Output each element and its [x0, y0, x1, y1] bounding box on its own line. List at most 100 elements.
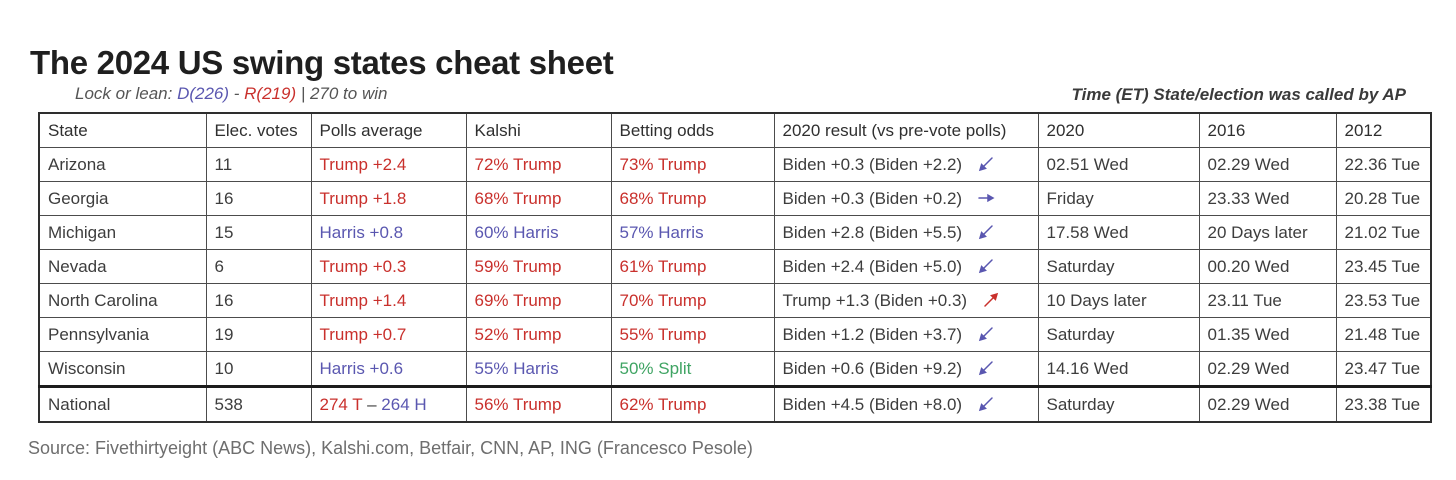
cell-called-2016: 00.20 Wed — [1198, 249, 1337, 284]
2020-result-text: Biden +2.4 (Biden +5.0) — [782, 257, 963, 276]
cell-called-2016: 20 Days later — [1198, 215, 1337, 250]
cell-2020-result: Biden +0.6 (Biden +9.2) — [773, 351, 1039, 387]
table-row-national: National 538 274 T – 264 H 56% Trump 62% Tru… — [38, 385, 1432, 423]
2020-result-text: Biden +0.6 (Biden +9.2) — [782, 359, 963, 378]
value-text: 69% Trump — [474, 290, 562, 310]
cell-2020-result: Trump +1.3 (Biden +0.3) — [773, 283, 1039, 318]
cell-called-2012: 23.53 Tue — [1335, 283, 1432, 318]
cell-betting-odds: 57% Harris — [610, 215, 775, 250]
swing-states-table: State Elec. votes Polls average Kalshi B… — [38, 112, 1432, 423]
value-text: Harris +0.8 — [319, 222, 404, 242]
cell-state: Nevada — [38, 249, 207, 284]
value-text: 68% Trump — [474, 188, 562, 208]
table-row-arizona: Arizona 11 Trump +2.4 72% Trump 73% Trump Bid… — [38, 147, 1432, 182]
cell-2020-result: Biden +1.2 (Biden +3.7) — [773, 317, 1039, 352]
cell-polls-average: Harris +0.6 — [310, 351, 467, 387]
lock-or-lean-subtitle: Lock or lean: D(226) - R(219) | 270 to w… — [75, 84, 387, 104]
cell-2020-result: Biden +4.5 (Biden +8.0) — [773, 385, 1039, 423]
cell-2020-result: Biden +0.3 (Biden +0.2) — [773, 181, 1039, 216]
value-text: 72% Trump — [474, 154, 562, 174]
value-text: 61% Trump — [619, 256, 707, 276]
cell-state: Michigan — [38, 215, 207, 250]
cell-kalshi: 68% Trump — [465, 181, 612, 216]
cell-betting-odds: 62% Trump — [610, 385, 775, 423]
value-text: Trump +1.4 — [319, 290, 407, 310]
cell-elec-votes: 16 — [205, 283, 312, 318]
value-text: 56% Trump — [474, 394, 562, 414]
trend-down-left-arrow-icon — [978, 397, 993, 412]
value-text: 52% Trump — [474, 324, 562, 344]
cell-elec-votes: 10 — [205, 351, 312, 387]
cell-called-2012: 23.38 Tue — [1335, 385, 1432, 423]
table-row-nevada: Nevada 6 Trump +0.3 59% Trump 61% Trump Biden… — [38, 249, 1432, 284]
cell-called-2020: 02.51 Wed — [1037, 147, 1200, 182]
value-text: 68% Trump — [619, 188, 707, 208]
cell-polls-average: Trump +0.7 — [310, 317, 467, 352]
cell-kalshi: 56% Trump — [465, 385, 612, 423]
value-text: 55% Harris — [474, 358, 559, 378]
source-note: Source: Fivethirtyeight (ABC News), Kals… — [28, 438, 753, 458]
value-text: 73% Trump — [619, 154, 707, 174]
trend-down-left-arrow-icon — [978, 361, 993, 376]
cell-polls-average: Trump +1.8 — [310, 181, 467, 216]
table-header-row: State Elec. votes Polls average Kalshi B… — [38, 112, 1432, 148]
trend-down-left-arrow-icon — [978, 259, 993, 274]
cell-called-2016: 02.29 Wed — [1198, 385, 1337, 423]
2020-result-text: Biden +4.5 (Biden +8.0) — [782, 395, 963, 414]
col-header-state: State — [38, 112, 207, 148]
table-row-north-carolina: North Carolina 16 Trump +1.4 69% Trump 70% T… — [38, 283, 1432, 318]
cell-state: North Carolina — [38, 283, 207, 318]
2020-result-text: Biden +0.3 (Biden +0.2) — [782, 189, 963, 208]
2020-result-text: Biden +2.8 (Biden +5.5) — [782, 223, 963, 242]
cell-called-2020: 17.58 Wed — [1037, 215, 1200, 250]
table-row-michigan: Michigan 15 Harris +0.8 60% Harris 57% Harri… — [38, 215, 1432, 250]
cell-polls-average: 274 T – 264 H — [310, 385, 467, 423]
lock-or-lean-label: Lock or lean: — [75, 84, 178, 103]
trend-down-left-arrow-icon — [978, 327, 993, 342]
table-row-wisconsin: Wisconsin 10 Harris +0.6 55% Harris 50% Spli… — [38, 351, 1432, 387]
rep-electoral-count: R(219) — [244, 84, 297, 103]
cell-called-2016: 02.29 Wed — [1198, 351, 1337, 387]
table-row-pennsylvania: Pennsylvania 19 Trump +0.7 52% Trump 55% Tru… — [38, 317, 1432, 352]
value-text: Trump +0.7 — [319, 324, 407, 344]
cell-called-2020: Friday — [1037, 181, 1200, 216]
value-text: 50% Split — [619, 358, 692, 378]
cell-called-2020: Saturday — [1037, 249, 1200, 284]
value-text: Harris +0.6 — [319, 358, 404, 378]
value-text: 70% Trump — [619, 290, 707, 310]
cell-called-2020: Saturday — [1037, 317, 1200, 352]
swing-table-body: Arizona 11 Trump +2.4 72% Trump 73% Trump Bid… — [38, 147, 1432, 423]
col-header-2012: 2012 — [1335, 112, 1432, 148]
cell-state: Georgia — [38, 181, 207, 216]
cell-elec-votes: 538 — [205, 385, 312, 423]
cell-kalshi: 72% Trump — [465, 147, 612, 182]
2020-result-text: Biden +0.3 (Biden +2.2) — [782, 155, 963, 174]
cell-called-2016: 23.33 Wed — [1198, 181, 1337, 216]
cell-state: National — [38, 385, 207, 423]
value-text: 59% Trump — [474, 256, 562, 276]
cell-polls-average: Trump +2.4 — [310, 147, 467, 182]
cell-kalshi: 69% Trump — [465, 283, 612, 318]
cell-kalshi: 52% Trump — [465, 317, 612, 352]
value-text: 55% Trump — [619, 324, 707, 344]
win-threshold: | 270 to win — [296, 84, 388, 103]
cell-polls-average: Trump +0.3 — [310, 249, 467, 284]
cell-state: Arizona — [38, 147, 207, 182]
cell-elec-votes: 19 — [205, 317, 312, 352]
col-header-polls-average: Polls average — [310, 112, 467, 148]
cell-called-2020: 14.16 Wed — [1037, 351, 1200, 387]
col-header-kalshi: Kalshi — [465, 112, 612, 148]
2020-result-text: Biden +1.2 (Biden +3.7) — [782, 325, 963, 344]
col-header-elec-votes: Elec. votes — [205, 112, 312, 148]
cell-2020-result: Biden +0.3 (Biden +2.2) — [773, 147, 1039, 182]
cell-elec-votes: 16 — [205, 181, 312, 216]
cell-polls-average: Harris +0.8 — [310, 215, 467, 250]
cell-elec-votes: 15 — [205, 215, 312, 250]
value-text: – — [367, 394, 382, 414]
2020-result-text: Trump +1.3 (Biden +0.3) — [782, 291, 968, 310]
cell-called-2016: 02.29 Wed — [1198, 147, 1337, 182]
trend-down-left-arrow-icon — [978, 225, 993, 240]
cell-state: Wisconsin — [38, 351, 207, 387]
cell-betting-odds: 68% Trump — [610, 181, 775, 216]
value-text: 57% Harris — [619, 222, 704, 242]
